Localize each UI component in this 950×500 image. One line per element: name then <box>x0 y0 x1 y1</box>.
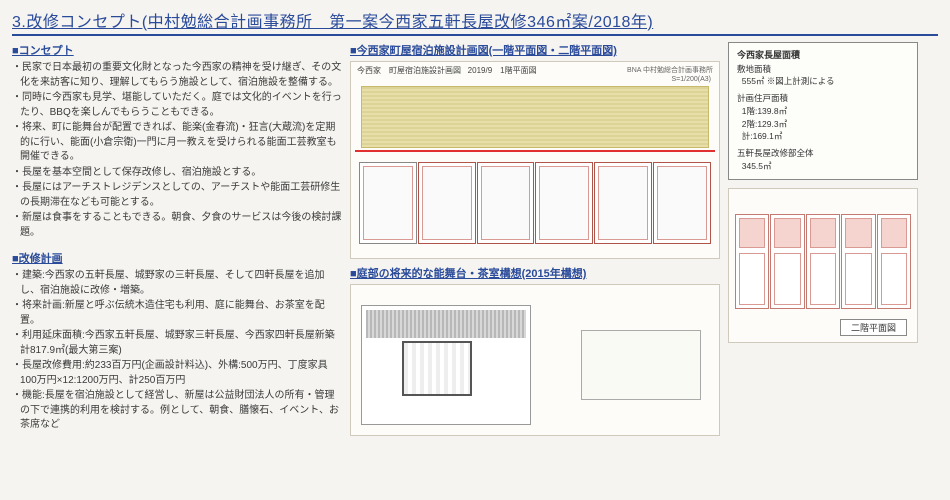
area-legend: 今西家長屋面積 敷地面積 555㎡ ※図上計測による 計画住戸面積 1階:139… <box>728 42 918 180</box>
title-bar: 3.改修コンセプト(中村勉総合計画事務所 第一案今西家五軒長屋改修346㎡案/2… <box>12 8 938 36</box>
noh-heading: ■庭部の将来的な能舞台・茶室構想(2015年構想) <box>350 265 720 281</box>
plan-item: 建築:今西家の五軒長屋、城野家の三軒長屋、そして四軒長屋を追加し、宿泊施設に改修… <box>12 269 342 298</box>
nagaya-unit <box>653 162 711 244</box>
nagaya-unit <box>594 162 652 244</box>
floorplan-heading: ■今西家町屋宿泊施設計画図(一階平面図・二階平面図) <box>350 42 720 58</box>
plan-heading: ■改修計画 <box>12 250 342 266</box>
noh-stage-floor <box>402 341 472 396</box>
floor2-unit <box>770 214 804 309</box>
legend-title: 今西家長屋面積 <box>737 49 909 63</box>
plan-office-label: BNA 中村勉総合計画事務所 <box>627 65 713 75</box>
garden-area <box>361 86 709 148</box>
floor2-unit <box>806 214 840 309</box>
concept-item: 将来、町に能舞台が配置できれば、能楽(金春流)・狂言(大蔵流)を定期的に行い、能… <box>12 121 342 165</box>
noh-stage <box>361 305 531 425</box>
legend-row: 計画住戸面積 1階:139.8㎡ 2階:129.3㎡ 計:169.1㎡ <box>737 92 909 143</box>
concept-item: 民家で日本最初の重要文化財となった今西家の精神を受け継ぎ、その文化を来訪客に知り… <box>12 61 342 90</box>
right-column: 今西家長屋面積 敷地面積 555㎡ ※図上計測による 計画住戸面積 1階:139… <box>728 42 918 443</box>
floor1-plan-image: 今西家 町屋宿泊施設計画図 2019/9 1階平面図 BNA 中村勉総合計画事務… <box>350 61 720 259</box>
tea-room <box>581 330 701 400</box>
plan-item: 機能:長屋を宿泊施設として経営し、新屋は公益財団法人の所有・管理の下で連携的利用… <box>12 389 342 433</box>
middle-column: ■今西家町屋宿泊施設計画図(一階平面図・二階平面図) 今西家 町屋宿泊施設計画図… <box>350 42 720 443</box>
main-building-unit <box>359 162 417 244</box>
plan-title-label: 今西家 町屋宿泊施設計画図 2019/9 1階平面図 <box>357 65 537 76</box>
boundary-line <box>355 150 715 152</box>
left-column: ■コンセプト 民家で日本最初の重要文化財となった今西家の精神を受け継ぎ、その文化… <box>12 42 342 443</box>
nagaya-unit <box>418 162 476 244</box>
floor2-unit <box>877 214 911 309</box>
noh-stage-plan-image <box>350 284 720 436</box>
plan-list: 建築:今西家の五軒長屋、城野家の三軒長屋、そして四軒長屋を追加し、宿泊施設に改修… <box>12 269 342 433</box>
concept-item: 同時に今西家も見学、堪能していただく。庭では文化的イベントを行ったり、BBQを楽… <box>12 91 342 120</box>
concept-item: 長屋にはアーチストレジデンスとしての、アーチストや能面工芸研修生の長期滞在なども… <box>12 181 342 210</box>
floor2-units <box>735 214 911 309</box>
floor2-unit <box>735 214 769 309</box>
plan-item: 将来計画:新屋と呼ぶ伝統木造住宅も利用、庭に能舞台、お茶室を配置。 <box>12 299 342 328</box>
concept-item: 長屋を基本空間として保存改修し、宿泊施設とする。 <box>12 166 342 181</box>
plan-item: 利用延床面積:今西家五軒長屋、城野家三軒長屋、今西家四軒長屋新築 計817.9㎡… <box>12 329 342 358</box>
concept-item: 新屋は食事をすることもできる。朝食、夕食のサービスは今後の検討課題。 <box>12 211 342 240</box>
building-row <box>359 162 711 244</box>
noh-roof <box>366 310 526 338</box>
legend-row: 敷地面積 555㎡ ※図上計測による <box>737 63 909 89</box>
legend-row: 五軒長屋改修部全体 345.5㎡ <box>737 147 909 173</box>
floor2-unit <box>841 214 875 309</box>
concept-list: 民家で日本最初の重要文化財となった今西家の精神を受け継ぎ、その文化を来訪客に知り… <box>12 61 342 240</box>
plan-item: 長屋改修費用:約233百万円(企画設計料込)、外構:500万円、丁度家具100万… <box>12 359 342 388</box>
floor2-plan-image: 二階平面図 <box>728 188 918 343</box>
plan-scale-label: S=1/200(A3) <box>672 76 712 83</box>
floor2-label: 二階平面図 <box>840 319 907 336</box>
concept-heading: ■コンセプト <box>12 42 342 58</box>
nagaya-unit <box>477 162 535 244</box>
nagaya-unit <box>535 162 593 244</box>
page-title: 3.改修コンセプト(中村勉総合計画事務所 第一案今西家五軒長屋改修346㎡案/2… <box>12 14 653 31</box>
